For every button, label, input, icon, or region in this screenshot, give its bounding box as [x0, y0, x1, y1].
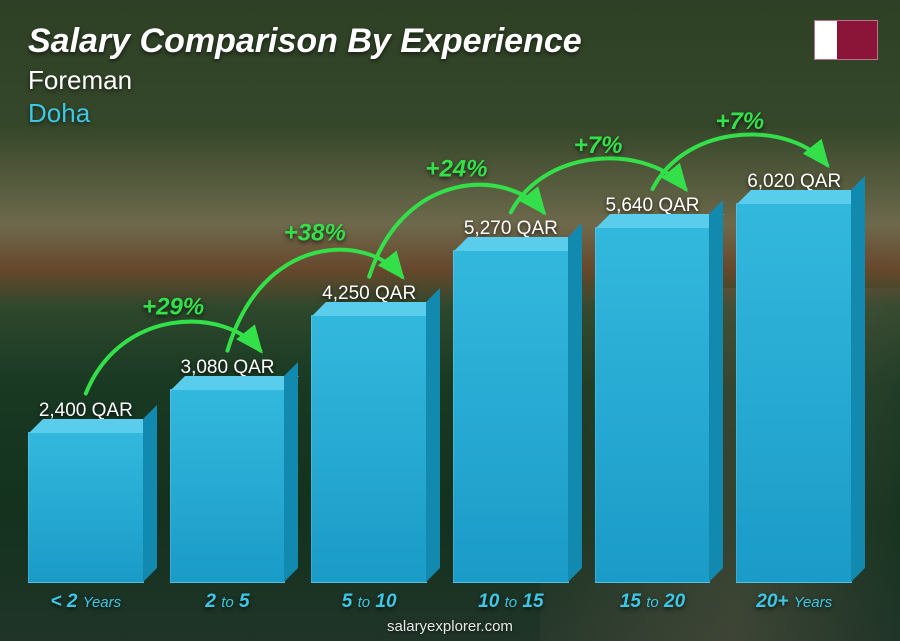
x-axis: < 2 Years 2 to 5 5 to 10 10 to 15 15 to 20 20… [28, 591, 852, 613]
x-category-label: 5 to 10 [311, 591, 427, 613]
bar [28, 432, 144, 583]
chart-subtitle: Foreman [28, 65, 882, 96]
qatar-flag-icon [814, 20, 878, 60]
bar [311, 315, 427, 583]
x-category-label: 10 to 15 [453, 591, 569, 613]
x-category-label: 20+ Years [736, 591, 852, 613]
bar-wrap: 5,640 QAR [595, 113, 711, 583]
x-category-label: < 2 Years [28, 591, 144, 613]
bar-wrap: 4,250 QAR [311, 113, 427, 583]
bar-chart: 2,400 QAR3,080 QAR4,250 QAR5,270 QAR5,64… [28, 113, 852, 583]
bar [170, 389, 286, 583]
bar [736, 203, 852, 583]
bar [453, 250, 569, 583]
chart-container: Salary Comparison By Experience Foreman … [0, 0, 900, 641]
bar-wrap: 6,020 QAR [736, 113, 852, 583]
chart-title: Salary Comparison By Experience [28, 22, 882, 61]
bar-wrap: 2,400 QAR [28, 113, 144, 583]
x-category-label: 15 to 20 [595, 591, 711, 613]
footer-attribution: salaryexplorer.com [0, 618, 900, 635]
bar-wrap: 5,270 QAR [453, 113, 569, 583]
bar-wrap: 3,080 QAR [170, 113, 286, 583]
bar [595, 227, 711, 583]
x-category-label: 2 to 5 [170, 591, 286, 613]
